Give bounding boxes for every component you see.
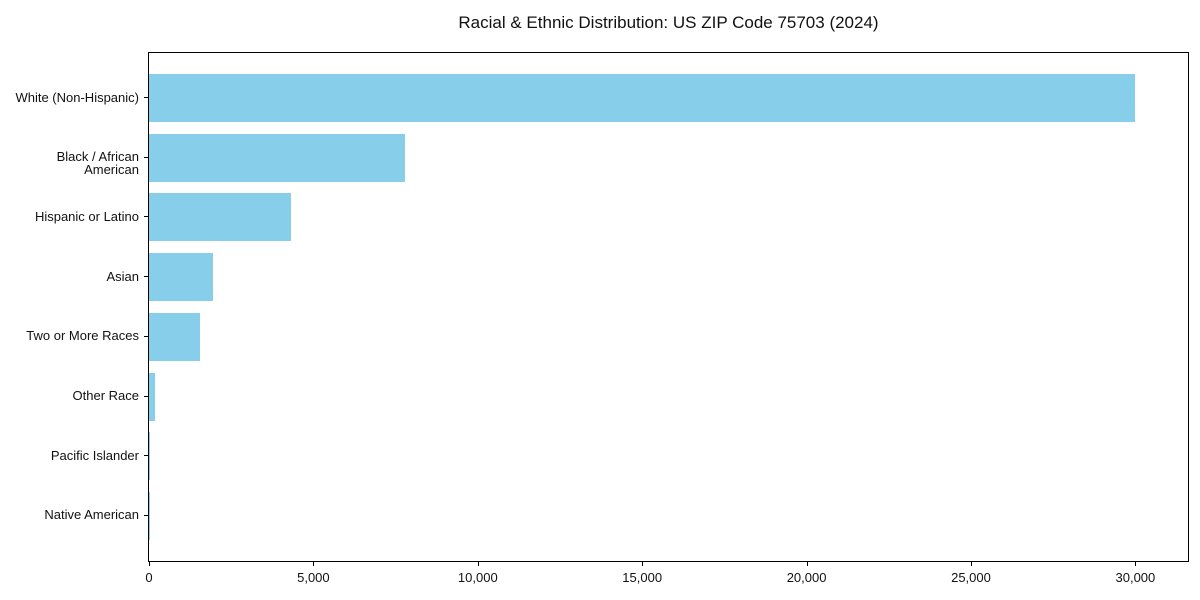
bar-other-race: [149, 372, 155, 421]
y-tick-label: White (Non-Hispanic): [15, 89, 139, 105]
x-tick-mark: [149, 562, 150, 566]
y-tick-label: Native American: [44, 507, 139, 523]
x-tick-label: 15,000: [622, 570, 663, 585]
y-tick-mark: [144, 216, 148, 218]
x-tick-label: 10,000: [457, 570, 498, 585]
x-tick-label: 30,000: [1115, 570, 1156, 585]
x-tick-label: 5,000: [297, 570, 330, 585]
y-tick-mark: [144, 514, 148, 516]
y-tick-label: Pacific Islander: [50, 447, 139, 463]
x-tick-mark: [477, 562, 479, 566]
bar-two-or-more-races: [149, 312, 200, 361]
y-tick-label: Other Race: [72, 388, 139, 403]
bar-asian: [149, 253, 214, 302]
x-tick-mark: [642, 562, 644, 566]
x-tick-label: 25,000: [951, 570, 991, 585]
y-tick-mark: [144, 276, 148, 278]
x-tick-label: 20,000: [786, 570, 827, 585]
x-tick-mark: [1135, 562, 1137, 566]
bar-black-african-american: [149, 133, 406, 182]
y-tick-mark: [144, 455, 148, 457]
y-tick-mark: [144, 97, 148, 98]
y-tick-mark: [144, 335, 148, 337]
y-tick-label: Two or More Races: [26, 328, 139, 344]
y-tick-label: Asian: [106, 268, 139, 284]
y-tick-mark: [144, 395, 148, 397]
y-tick-mark: [144, 156, 148, 158]
chart-title: Racial & Ethnic Distribution: US ZIP Cod…: [458, 13, 879, 32]
plot-area: [148, 52, 1189, 562]
y-tick-label: Hispanic or Latino: [34, 208, 139, 224]
bar-native-american: [149, 491, 150, 540]
bar-pacific-islander: [149, 432, 150, 481]
bar-hispanic-or-latino: [149, 193, 292, 242]
x-tick-mark: [806, 562, 808, 566]
x-tick-mark: [313, 562, 315, 566]
bar-white-non-hispanic: [149, 74, 1136, 122]
x-tick-label: 0: [145, 570, 153, 585]
x-tick-mark: [970, 562, 972, 566]
y-tick-label: Black / African American: [56, 149, 139, 178]
